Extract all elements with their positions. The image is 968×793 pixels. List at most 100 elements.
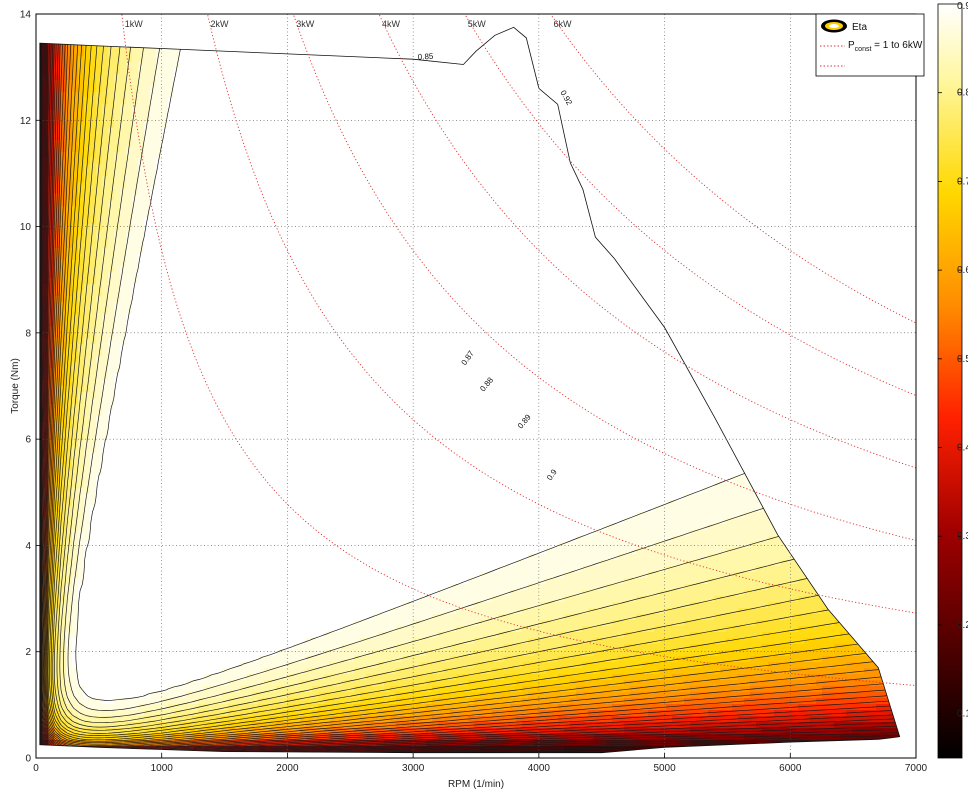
efficiency-cell [132,512,139,519]
efficiency-cell [162,608,169,615]
efficiency-cell [132,128,139,135]
efficiency-cell [210,152,217,159]
efficiency-cell [216,650,223,657]
efficiency-cell [192,644,199,651]
efficiency-cell [78,332,85,339]
efficiency-cell [84,236,91,243]
efficiency-cell [84,200,91,207]
efficiency-cell [264,206,271,213]
efficiency-cell [192,212,199,219]
efficiency-cell [210,236,217,243]
efficiency-cell [252,710,259,717]
efficiency-cell [234,266,241,273]
efficiency-cell [48,380,55,387]
efficiency-cell [72,170,79,177]
efficiency-cell [126,500,133,507]
efficiency-cell [258,596,265,603]
efficiency-cell [264,56,271,63]
efficiency-cell [156,668,163,675]
efficiency-cell [114,362,121,369]
efficiency-cell [240,560,247,567]
efficiency-cell [216,224,223,231]
efficiency-cell [258,734,265,741]
efficiency-cell [108,440,115,447]
efficiency-cell [162,224,169,231]
efficiency-cell [39,104,43,111]
efficiency-cell [126,620,133,627]
efficiency-cell [234,80,241,87]
efficiency-cell [108,704,115,711]
efficiency-cell [60,536,67,543]
efficiency-cell [210,194,217,201]
efficiency-cell [132,554,139,561]
efficiency-cell [168,74,175,81]
efficiency-cell [270,254,277,261]
efficiency-cell [270,518,277,525]
efficiency-cell [126,230,133,237]
efficiency-cell [156,686,163,693]
efficiency-cell [180,176,187,183]
efficiency-cell [144,422,151,429]
efficiency-cell [234,182,241,189]
efficiency-cell [90,386,97,393]
efficiency-cell [102,434,109,441]
efficiency-cell [234,56,241,63]
efficiency-cell [216,56,223,63]
efficiency-cell [72,338,79,345]
efficiency-cell [270,374,277,381]
efficiency-cell [72,176,79,183]
efficiency-cell [258,416,265,423]
efficiency-cell [276,224,283,231]
efficiency-cell [180,704,187,711]
efficiency-cell [234,308,241,315]
efficiency-cell [72,182,79,189]
efficiency-cell [210,530,217,537]
efficiency-cell [60,260,67,267]
efficiency-cell [126,260,133,267]
efficiency-cell [210,518,217,525]
efficiency-cell [96,326,103,333]
efficiency-cell [192,596,199,603]
efficiency-cell [108,518,115,525]
efficiency-cell [210,260,217,267]
efficiency-cell [222,278,229,285]
efficiency-cell [246,410,253,417]
efficiency-cell [114,314,121,321]
efficiency-cell [204,374,211,381]
efficiency-cell [168,662,175,669]
efficiency-cell [270,110,277,117]
efficiency-cell [144,104,151,111]
efficiency-cell [60,548,67,555]
efficiency-cell [258,140,265,147]
efficiency-cell [258,122,265,129]
efficiency-cell [120,380,127,387]
efficiency-cell [156,158,163,165]
efficiency-cell [90,134,97,141]
efficiency-cell [60,608,67,615]
efficiency-cell [126,596,133,603]
efficiency-cell [228,140,235,147]
efficiency-cell [78,152,85,159]
efficiency-cell [150,650,157,657]
efficiency-cell [264,674,271,681]
efficiency-cell [258,206,265,213]
efficiency-cell [150,50,157,57]
efficiency-cell [186,656,193,663]
efficiency-cell [84,548,91,555]
efficiency-cell [168,332,175,339]
efficiency-cell [168,308,175,315]
efficiency-cell [186,740,193,747]
efficiency-cell [126,638,133,645]
efficiency-cell [210,92,217,99]
efficiency-cell [198,314,205,321]
efficiency-cell [108,272,115,279]
efficiency-cell [240,224,247,231]
efficiency-cell [108,134,115,141]
efficiency-cell [270,428,277,435]
efficiency-cell [102,344,109,351]
efficiency-cell [120,404,127,411]
efficiency-cell [138,596,145,603]
efficiency-cell [126,302,133,309]
efficiency-cell [150,686,157,693]
efficiency-cell [72,158,79,165]
